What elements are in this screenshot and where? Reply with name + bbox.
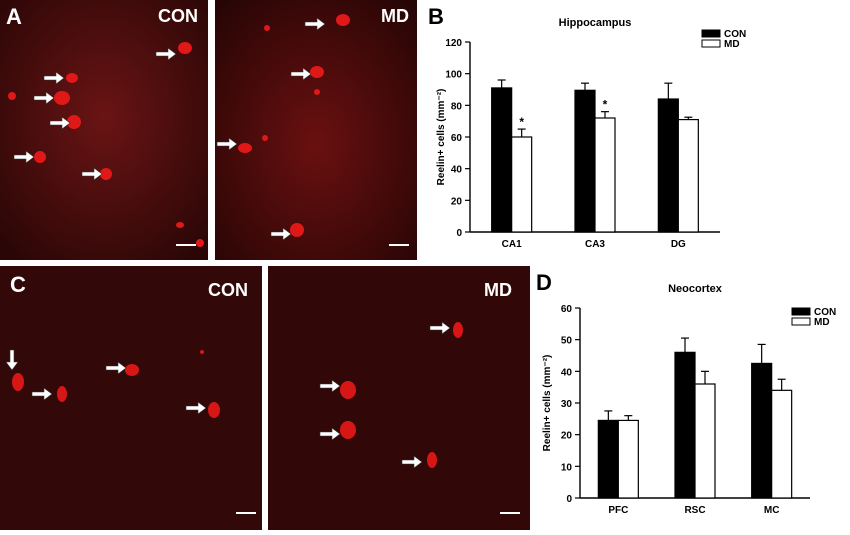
- condition-label-con: CON: [208, 280, 248, 300]
- scale-bar: [176, 244, 196, 246]
- legend-swatch-con: [791, 307, 811, 316]
- panel-label-b: B: [428, 4, 444, 29]
- significance-marker: *: [519, 115, 524, 129]
- y-tick-label: 60: [451, 133, 463, 144]
- y-axis-label: Reelin+ cells (mm⁻²): [542, 355, 553, 452]
- x-tick-label: PFC: [608, 505, 628, 516]
- panel-label-a: A: [6, 4, 22, 29]
- legend-label: CON: [814, 307, 836, 318]
- condition-label-md: MD: [484, 280, 512, 300]
- condition-label-con: CON: [158, 6, 198, 26]
- y-tick-label: 40: [561, 367, 573, 378]
- significance-marker: *: [603, 98, 608, 112]
- bar-md: [594, 117, 616, 233]
- legend-label: CON: [724, 29, 746, 40]
- micrograph-neocortex-con: [0, 266, 262, 530]
- bar-md: [694, 383, 716, 499]
- x-tick-label: CA3: [585, 239, 605, 250]
- chart-title: Neocortex: [668, 283, 723, 295]
- x-tick-label: RSC: [684, 505, 705, 516]
- y-tick-label: 20: [561, 431, 573, 442]
- panel-label-c: C: [10, 272, 26, 297]
- scale-bar: [236, 512, 256, 514]
- legend-swatch-con: [701, 29, 721, 38]
- micrograph-image: [0, 266, 262, 530]
- bar-md: [617, 419, 639, 499]
- legend-swatch-md: [701, 39, 721, 48]
- panel-label-d: D: [536, 270, 552, 295]
- y-axis-label: Reelin+ cells (mm⁻²): [436, 89, 447, 186]
- y-tick-label: 120: [445, 38, 462, 49]
- y-tick-label: 0: [566, 494, 572, 505]
- micrograph-image: [0, 0, 208, 260]
- micrograph-hippocampus-con: [0, 0, 208, 260]
- y-tick-label: 60: [561, 304, 573, 315]
- x-tick-label: MC: [764, 505, 780, 516]
- chart-title: Hippocampus: [559, 17, 632, 29]
- legend-label: MD: [724, 39, 740, 50]
- y-tick-label: 10: [561, 462, 573, 473]
- bar-con: [597, 419, 619, 499]
- scale-bar: [500, 512, 520, 514]
- scale-bar: [389, 244, 409, 246]
- y-tick-label: 40: [451, 165, 463, 176]
- micrograph-neocortex-md: [268, 266, 530, 530]
- bar-con: [657, 98, 679, 233]
- legend-label: MD: [814, 317, 830, 328]
- micrograph-image: [268, 266, 530, 530]
- legend-swatch-md: [791, 317, 811, 326]
- bar-con: [751, 362, 773, 499]
- bar-md: [511, 136, 533, 233]
- bar-con: [574, 89, 596, 233]
- y-tick-label: 0: [456, 228, 462, 239]
- chart-neocortex: 0 10 20 30 40 50 60 Neocortex Reelin+ cells (mm⁻…: [530, 266, 850, 530]
- y-tick-label: 50: [561, 336, 573, 347]
- chart-hippocampus: 0 20 40 60 80 100 120 Hippocampus Reelin+ cells …: [420, 0, 850, 262]
- bar-con: [674, 351, 696, 499]
- x-tick-label: DG: [671, 239, 686, 250]
- bar-md: [677, 118, 699, 233]
- bar-con: [491, 87, 513, 233]
- x-tick-label: CA1: [502, 239, 522, 250]
- chart-svg: 0 10 20 30 40 50 60 Neocortex Reelin+ cells (mm⁻…: [542, 283, 836, 516]
- chart-svg: 0 20 40 60 80 100 120 Hippocampus Reelin+ cells …: [436, 17, 746, 250]
- bar-md: [771, 389, 793, 499]
- micrograph-hippocampus-md: [215, 0, 417, 260]
- y-tick-label: 20: [451, 196, 463, 207]
- y-tick-label: 100: [445, 70, 462, 81]
- y-tick-label: 80: [451, 101, 463, 112]
- y-tick-label: 30: [561, 399, 573, 410]
- condition-label-md: MD: [381, 6, 409, 26]
- micrograph-image: [215, 0, 417, 260]
